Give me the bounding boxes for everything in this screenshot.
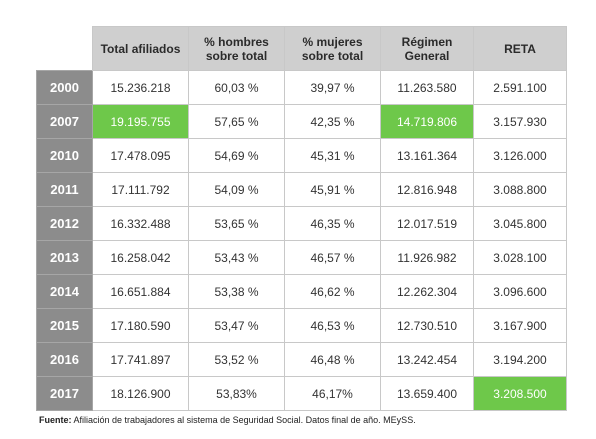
data-cell: 46,57 %: [284, 240, 381, 275]
column-header: % mujeres sobre total: [284, 26, 381, 71]
table-row: 2015 17.180.590 53,47 % 46,53 % 12.730.510 3.…: [36, 308, 567, 343]
column-header: Régimen General: [380, 26, 474, 71]
source-note: Fuente: Afiliación de trabajadores al si…: [39, 415, 416, 425]
data-cell: 54,69 %: [188, 138, 285, 173]
year-cell: 2012: [36, 206, 93, 241]
corner-cell: [37, 27, 93, 71]
table-row: 2016 17.741.897 53,52 % 46,48 % 13.242.454 3.…: [36, 342, 567, 377]
year-cell: 2014: [36, 274, 93, 309]
data-cell: 46,17%: [284, 376, 381, 411]
table-row: 2013 16.258.042 53,43 % 46,57 % 11.926.982 3.…: [36, 240, 567, 275]
data-cell: 45,31 %: [284, 138, 381, 173]
data-cell: 3.126.000: [473, 138, 567, 173]
data-cell: 17.741.897: [92, 342, 189, 377]
year-cell: 2010: [36, 138, 93, 173]
year-cell: 2007: [36, 104, 93, 139]
year-cell: 2017: [36, 376, 93, 411]
source-label: Fuente:: [39, 415, 72, 425]
year-cell: 2016: [36, 342, 93, 377]
data-cell: 3.167.900: [473, 308, 567, 343]
data-cell: 46,48 %: [284, 342, 381, 377]
data-cell: 16.258.042: [92, 240, 189, 275]
data-cell: 53,38 %: [188, 274, 285, 309]
data-cell: 3.096.600: [473, 274, 567, 309]
table-row: 2012 16.332.488 53,65 % 46,35 % 12.017.519 3.…: [36, 206, 567, 241]
data-cell: 15.236.218: [92, 70, 189, 105]
year-cell: 2013: [36, 240, 93, 275]
data-cell: 18.126.900: [92, 376, 189, 411]
data-cell: 54,09 %: [188, 172, 285, 207]
data-cell: 3.045.800: [473, 206, 567, 241]
data-cell: 13.242.454: [380, 342, 474, 377]
column-header: Total afiliados: [92, 26, 189, 71]
data-cell: 39,97 %: [284, 70, 381, 105]
table-row: 2007 19.195.755 57,65 % 42,35 % 14.719.806 3.…: [36, 104, 567, 139]
data-cell: 53,47 %: [188, 308, 285, 343]
data-cell: 42,35 %: [284, 104, 381, 139]
data-cell: 12.730.510: [380, 308, 474, 343]
data-cell: 53,43 %: [188, 240, 285, 275]
data-cell: 12.816.948: [380, 172, 474, 207]
table-body: 2000 15.236.218 60,03 % 39,97 % 11.263.580 2.…: [36, 70, 567, 411]
data-cell: 46,35 %: [284, 206, 381, 241]
year-cell: 2011: [36, 172, 93, 207]
column-header: RETA: [473, 26, 567, 71]
year-cell: 2000: [36, 70, 93, 105]
data-cell: 16.651.884: [92, 274, 189, 309]
table-row: 2000 15.236.218 60,03 % 39,97 % 11.263.580 2.…: [36, 70, 567, 105]
data-cell: 11.263.580: [380, 70, 474, 105]
source-text: Afiliación de trabajadores al sistema de…: [71, 415, 416, 425]
data-cell: 2.591.100: [473, 70, 567, 105]
data-cell: 13.161.364: [380, 138, 474, 173]
data-cell: 17.111.792: [92, 172, 189, 207]
data-cell: 53,83%: [188, 376, 285, 411]
data-cell: 45,91 %: [284, 172, 381, 207]
data-cell: 46,53 %: [284, 308, 381, 343]
data-cell: 16.332.488: [92, 206, 189, 241]
data-cell: 17.180.590: [92, 308, 189, 343]
header-row: Total afiliados % hombres sobre total % m…: [37, 26, 567, 71]
data-cell: 46,62 %: [284, 274, 381, 309]
data-cell: 13.659.400: [380, 376, 474, 411]
data-cell: 3.157.930: [473, 104, 567, 139]
data-cell: 11.926.982: [380, 240, 474, 275]
data-cell: 17.478.095: [92, 138, 189, 173]
data-cell: 60,03 %: [188, 70, 285, 105]
data-cell: 3.028.100: [473, 240, 567, 275]
highlighted-cell: 19.195.755: [92, 104, 189, 139]
data-cell: 53,52 %: [188, 342, 285, 377]
data-cell: 57,65 %: [188, 104, 285, 139]
data-cell: 3.088.800: [473, 172, 567, 207]
data-cell: 12.017.519: [380, 206, 474, 241]
year-cell: 2015: [36, 308, 93, 343]
data-cell: 53,65 %: [188, 206, 285, 241]
table-row: 2017 18.126.900 53,83% 46,17% 13.659.400 3.20…: [36, 376, 567, 411]
table-row: 2014 16.651.884 53,38 % 46,62 % 12.262.304 3.…: [36, 274, 567, 309]
data-cell: 12.262.304: [380, 274, 474, 309]
data-cell: 3.194.200: [473, 342, 567, 377]
affiliation-table: Total afiliados % hombres sobre total % m…: [36, 26, 567, 411]
highlighted-cell: 14.719.806: [380, 104, 474, 139]
highlighted-cell: 3.208.500: [473, 376, 567, 411]
table-row: 2010 17.478.095 54,69 % 45,31 % 13.161.364 3.…: [36, 138, 567, 173]
column-header: % hombres sobre total: [188, 26, 285, 71]
table-row: 2011 17.111.792 54,09 % 45,91 % 12.816.948 3.…: [36, 172, 567, 207]
